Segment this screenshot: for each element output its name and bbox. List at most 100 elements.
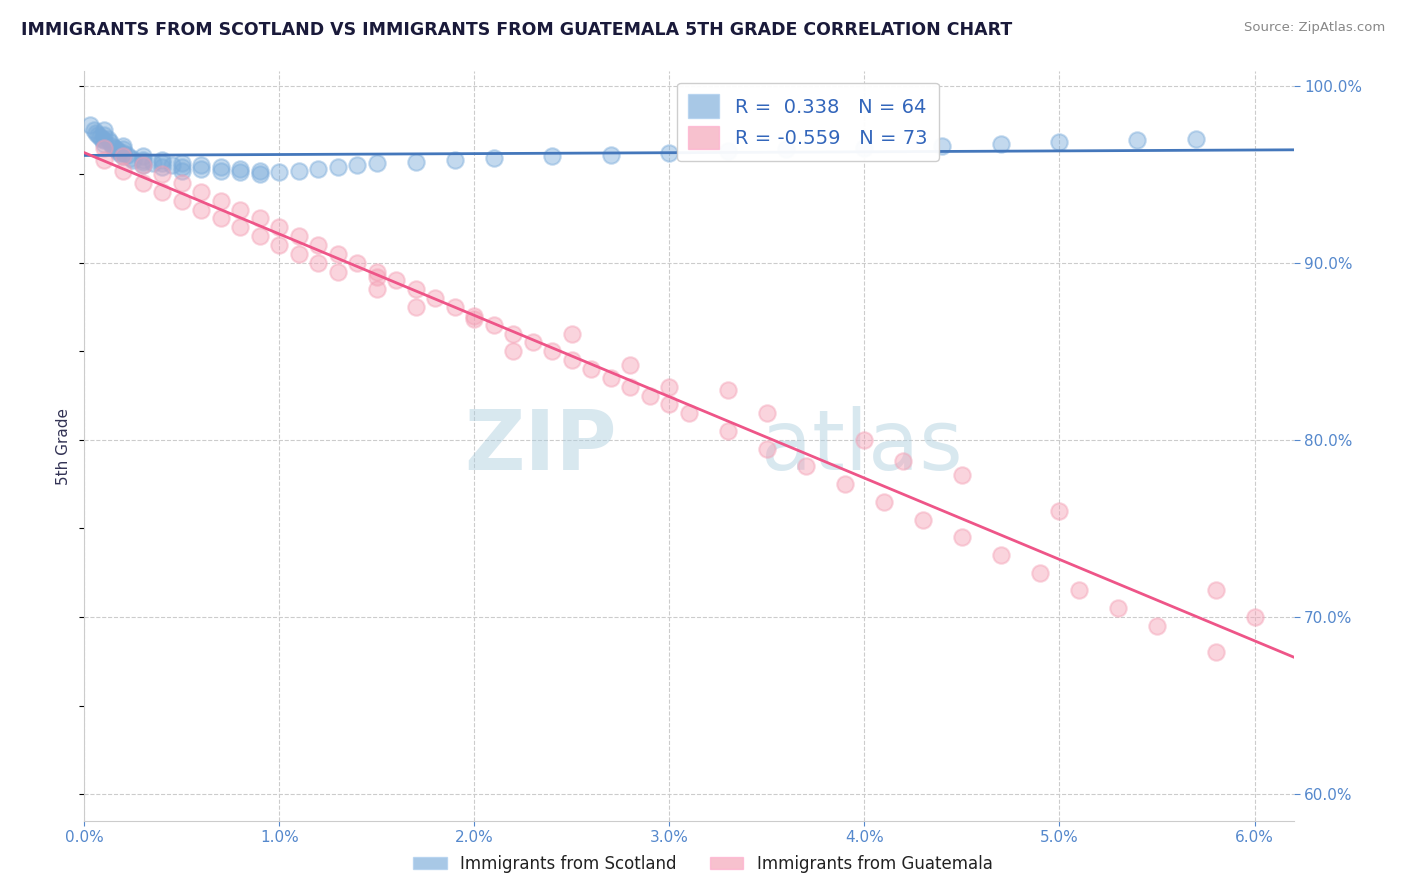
Y-axis label: 5th Grade: 5th Grade bbox=[56, 408, 72, 484]
Point bbox=[229, 202, 252, 217]
Point bbox=[112, 163, 135, 178]
Point bbox=[405, 154, 427, 169]
Point bbox=[269, 165, 291, 179]
Point bbox=[463, 312, 485, 326]
Point bbox=[911, 512, 934, 526]
Point bbox=[249, 229, 271, 244]
Point bbox=[561, 326, 583, 341]
Point bbox=[132, 176, 155, 190]
Point bbox=[541, 344, 564, 359]
Point bbox=[269, 220, 291, 235]
Point bbox=[150, 167, 173, 181]
Point bbox=[561, 353, 583, 368]
Point bbox=[1049, 503, 1071, 517]
Point bbox=[541, 149, 564, 163]
Point bbox=[112, 149, 135, 163]
Point bbox=[112, 149, 135, 163]
Point bbox=[1205, 645, 1227, 659]
Point bbox=[600, 371, 623, 385]
Point bbox=[1126, 133, 1149, 147]
Point bbox=[132, 158, 155, 172]
Point bbox=[658, 379, 681, 393]
Point bbox=[209, 163, 232, 178]
Point bbox=[794, 459, 817, 474]
Point bbox=[405, 282, 427, 296]
Point bbox=[755, 442, 778, 456]
Text: Source: ZipAtlas.com: Source: ZipAtlas.com bbox=[1244, 21, 1385, 34]
Point bbox=[1107, 601, 1129, 615]
Point bbox=[103, 140, 125, 154]
Text: IMMIGRANTS FROM SCOTLAND VS IMMIGRANTS FROM GUATEMALA 5TH GRADE CORRELATION CHAR: IMMIGRANTS FROM SCOTLAND VS IMMIGRANTS F… bbox=[21, 21, 1012, 38]
Point bbox=[93, 153, 115, 167]
Point bbox=[755, 406, 778, 420]
Point bbox=[93, 140, 115, 154]
Point bbox=[581, 362, 603, 376]
Point bbox=[658, 397, 681, 411]
Point bbox=[307, 161, 329, 176]
Point bbox=[120, 151, 142, 165]
Point bbox=[190, 158, 212, 172]
Text: ZIP: ZIP bbox=[464, 406, 616, 486]
Point bbox=[950, 468, 973, 483]
Point bbox=[170, 176, 193, 190]
Point bbox=[209, 160, 232, 174]
Point bbox=[104, 142, 127, 156]
Point bbox=[1146, 619, 1168, 633]
Point bbox=[853, 140, 876, 154]
Point bbox=[1243, 610, 1265, 624]
Point bbox=[132, 154, 155, 169]
Point bbox=[97, 131, 120, 145]
Point bbox=[249, 167, 271, 181]
Point bbox=[619, 379, 641, 393]
Point bbox=[170, 163, 193, 178]
Point bbox=[142, 156, 165, 170]
Point bbox=[93, 136, 115, 151]
Point bbox=[346, 255, 368, 269]
Point bbox=[132, 158, 155, 172]
Point bbox=[269, 238, 291, 252]
Point bbox=[229, 165, 252, 179]
Point bbox=[482, 151, 505, 165]
Point bbox=[112, 142, 135, 156]
Point bbox=[190, 161, 212, 176]
Point bbox=[1185, 131, 1208, 145]
Point bbox=[93, 123, 115, 137]
Point bbox=[150, 156, 173, 170]
Point bbox=[87, 128, 110, 142]
Point bbox=[170, 160, 193, 174]
Point bbox=[249, 211, 271, 226]
Point bbox=[307, 238, 329, 252]
Point bbox=[502, 344, 524, 359]
Point bbox=[132, 149, 155, 163]
Point bbox=[990, 548, 1012, 562]
Point bbox=[90, 131, 112, 145]
Point bbox=[98, 135, 121, 149]
Point bbox=[522, 335, 544, 350]
Point bbox=[79, 118, 101, 132]
Point bbox=[229, 220, 252, 235]
Point bbox=[229, 161, 252, 176]
Point bbox=[190, 202, 212, 217]
Point bbox=[444, 153, 467, 167]
Point bbox=[658, 145, 681, 160]
Legend: R =  0.338   N = 64, R = -0.559   N = 73: R = 0.338 N = 64, R = -0.559 N = 73 bbox=[676, 83, 939, 161]
Point bbox=[834, 477, 856, 491]
Point bbox=[600, 147, 623, 161]
Point bbox=[463, 309, 485, 323]
Point bbox=[931, 138, 953, 153]
Point bbox=[1205, 583, 1227, 598]
Point bbox=[150, 160, 173, 174]
Point bbox=[873, 495, 896, 509]
Point bbox=[366, 269, 388, 284]
Point bbox=[326, 264, 349, 278]
Point bbox=[190, 185, 212, 199]
Point bbox=[326, 160, 349, 174]
Point bbox=[108, 145, 131, 160]
Point bbox=[619, 359, 641, 373]
Point bbox=[288, 229, 311, 244]
Point bbox=[160, 158, 183, 172]
Point bbox=[107, 144, 129, 158]
Point bbox=[170, 194, 193, 208]
Point bbox=[84, 127, 107, 141]
Point bbox=[775, 142, 797, 156]
